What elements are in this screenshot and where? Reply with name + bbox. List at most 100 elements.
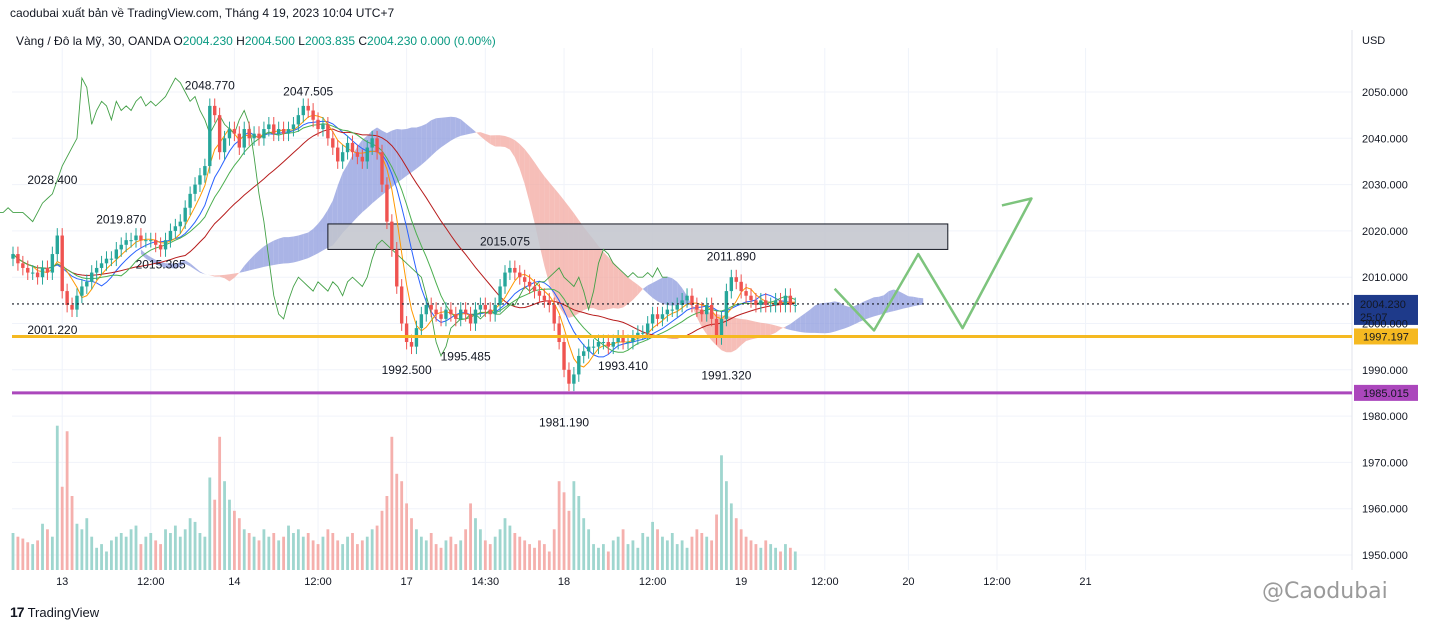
chikou-line (0, 76, 668, 358)
cloud-segment (180, 260, 186, 267)
candle (326, 117, 330, 146)
candle-body (40, 267, 45, 278)
candle-body (365, 147, 369, 162)
volume-bar (385, 496, 389, 570)
candle-body (582, 351, 586, 356)
resistance-rectangle (327, 223, 949, 250)
x-tick-label: 12:00 (639, 576, 667, 588)
cloud-segment (642, 285, 648, 294)
high-label: H (236, 34, 245, 48)
candle (99, 255, 104, 276)
cloud-segment (209, 275, 215, 277)
candle-body (572, 374, 576, 384)
volume-bar (793, 551, 797, 570)
cloud-segment (632, 281, 638, 300)
volume-bars (11, 425, 797, 570)
candle (94, 260, 99, 280)
volume-bar (415, 529, 418, 570)
cloud-segment (898, 291, 904, 310)
candle (557, 316, 561, 350)
volume-bar (700, 533, 704, 570)
candle (547, 292, 551, 313)
y-tick-label: 1980.000 (1362, 411, 1408, 423)
cloud-segment (175, 262, 181, 269)
candle-body (399, 286, 404, 324)
open-value: 2004.230 (182, 34, 233, 48)
volume-bar (729, 503, 733, 570)
volume-bar (744, 536, 748, 570)
ma-slow-line (12, 123, 796, 353)
cloud-segment (529, 155, 535, 223)
cloud-segment (505, 135, 510, 150)
symbol-legend[interactable]: Vàng / Đô la Mỹ, 30, OANDA O2004.230 H20… (16, 34, 496, 48)
x-tick-label: 14 (228, 576, 240, 588)
volume-bar (336, 540, 340, 570)
candle-body (99, 263, 104, 268)
candle-body (793, 304, 797, 306)
candle-body (714, 318, 719, 338)
candle-body (203, 166, 207, 176)
volume-bar (105, 551, 108, 570)
cloud-segment (652, 280, 658, 302)
cloud-segment (214, 275, 220, 277)
volume-bar (454, 544, 458, 570)
candle-body (276, 129, 281, 134)
candle (40, 260, 45, 285)
candle-body (419, 314, 424, 329)
candle (45, 260, 50, 280)
volume-bar (749, 540, 753, 570)
candle-body (606, 342, 611, 347)
candle (262, 121, 266, 146)
cloud-segment (834, 301, 840, 332)
volume-bar (479, 529, 482, 570)
cloud-segment (268, 240, 274, 266)
cloud-segment (244, 260, 250, 272)
volume-bar (734, 518, 738, 570)
volume-bar (424, 540, 428, 570)
price-annotation: 1995.485 (441, 349, 491, 363)
cloud-segment (568, 206, 574, 318)
cloud-segment (736, 318, 742, 350)
cloud-segment (701, 310, 707, 335)
volume-bar (774, 547, 777, 570)
x-tick-label: 12:00 (137, 576, 165, 588)
cloud-segment (259, 246, 264, 269)
candle-body (631, 337, 635, 343)
candle-body (439, 314, 443, 319)
volume-bar (233, 510, 236, 570)
volume-bar (252, 536, 256, 570)
candle (788, 288, 793, 313)
currency-label: USD (1362, 35, 1385, 47)
volume-bar (65, 431, 69, 570)
candle-body (158, 244, 163, 250)
time-axis: 13 12:00 14 12:00 17 14:30 18 12:00 19 12:00 20 12:… (56, 576, 1092, 588)
volume-bar (720, 455, 723, 570)
cloud-segment (790, 320, 796, 332)
tradingview-logo-icon: 17 (10, 604, 25, 620)
cloud-segment (677, 281, 683, 305)
candle (173, 218, 178, 239)
volume-bar (523, 540, 527, 570)
candle-body (227, 129, 232, 139)
volume-bar (656, 529, 659, 570)
cloud-segment (849, 306, 855, 327)
cloud-segment (618, 267, 624, 309)
candle-body (459, 309, 463, 319)
volume-bar (759, 547, 763, 570)
candle (478, 297, 483, 318)
candle (272, 117, 276, 142)
cloud-segment (450, 116, 456, 141)
price-annotation: 2019.870 (96, 213, 146, 227)
volume-bar (277, 540, 281, 570)
cloud-segment (623, 272, 628, 308)
volume-bar (602, 544, 605, 570)
candle-body (518, 272, 522, 278)
cloud-segment (426, 120, 432, 161)
candle (537, 283, 542, 304)
ma-fast-line (12, 114, 796, 368)
volume-bar (636, 547, 640, 570)
candle-body (390, 221, 394, 250)
tradingview-logo[interactable]: 17 TradingView (10, 604, 99, 620)
cloud-segment (775, 325, 781, 333)
